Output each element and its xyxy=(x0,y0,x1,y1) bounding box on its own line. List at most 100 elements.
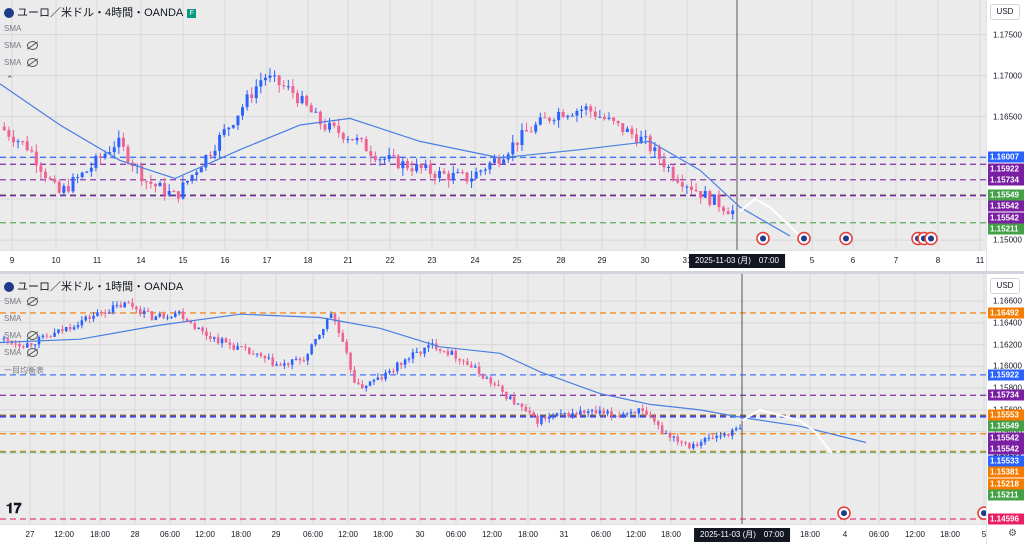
tradingview-logo[interactable]: 𝟏𝟕 xyxy=(6,500,22,516)
candle-body xyxy=(703,438,707,443)
chart-canvas-4h[interactable] xyxy=(0,0,986,250)
price-level-label: 1.15542 xyxy=(988,443,1024,455)
candle-body xyxy=(26,343,29,348)
settings-gear-icon[interactable]: ⚙ xyxy=(1008,528,1017,539)
candle-body xyxy=(621,123,625,132)
candle-body xyxy=(470,178,474,182)
candle-body xyxy=(212,337,216,339)
candle-body xyxy=(185,318,189,322)
time-axis-1h[interactable]: 27 12:00 18:00 28 06:00 12:00 18:00 29 06:00 12:0… xyxy=(0,524,986,545)
indicator-sma-3[interactable]: SMA xyxy=(4,331,39,341)
candle-body xyxy=(447,173,451,181)
symbol-legend[interactable]: ユーロ／米ドル・4時間・OANDA F xyxy=(4,4,197,20)
candle-body xyxy=(76,325,80,328)
time-tick-label: 21 xyxy=(343,256,353,265)
candle-body xyxy=(337,125,341,134)
candle-body xyxy=(208,155,212,157)
candle-body xyxy=(575,110,579,116)
candle-body xyxy=(275,364,278,366)
currency-button[interactable]: USD xyxy=(990,278,1020,294)
candle-body xyxy=(204,155,208,168)
price-level-label: 1.15542 xyxy=(988,200,1024,212)
candle-body xyxy=(373,155,377,161)
candle-body xyxy=(516,403,520,405)
candle-body xyxy=(731,210,735,215)
price-level-label: 1.16007 xyxy=(988,151,1024,163)
price-tick-label: 1.15000 xyxy=(993,235,1022,245)
candle-body xyxy=(177,311,181,314)
time-tick-label: 24 xyxy=(470,256,480,265)
candle-body xyxy=(388,371,391,373)
price-level-label: 1.15549 xyxy=(988,189,1024,201)
price-level-label: 1.15533 xyxy=(988,455,1024,467)
indicator-sma-2[interactable]: SMA xyxy=(4,41,39,51)
candle-body xyxy=(584,106,588,110)
time-tick-label: 11 xyxy=(92,256,102,265)
candle-body xyxy=(205,331,208,337)
candle-body xyxy=(625,413,629,415)
chart-pane-1h[interactable]: ユーロ／米ドル・1時間・OANDA SMA SMA SMA SMA 一目均衡表 … xyxy=(0,274,1024,545)
candle-body xyxy=(703,191,707,198)
plot-area-1h[interactable]: ユーロ／米ドル・1時間・OANDA SMA SMA SMA SMA 一目均衡表 … xyxy=(0,274,986,524)
chart-pane-4h[interactable]: ユーロ／米ドル・4時間・OANDA F SMA SMA SMA ⌃ USD 1.1… xyxy=(0,0,1024,272)
candle-body xyxy=(259,353,263,356)
currency-button[interactable]: USD xyxy=(990,4,1020,20)
hidden-eye-icon[interactable] xyxy=(27,348,39,358)
candle-body xyxy=(282,85,286,87)
indicator-sma-4[interactable]: SMA xyxy=(4,348,39,358)
candle-body xyxy=(639,136,643,144)
time-tick-label: 12:00 xyxy=(53,530,75,539)
time-axis-4h[interactable]: 9 10 11 14 15 16 17 18 21 22 23 24 25 28 29 30 31 5 6 7 8 11 … xyxy=(0,250,986,271)
candle-body xyxy=(454,350,458,359)
indicator-sma-3[interactable]: SMA xyxy=(4,58,39,68)
plot-area-4h[interactable]: ユーロ／米ドル・4時間・OANDA F SMA SMA SMA ⌃ xyxy=(0,0,986,250)
hidden-eye-icon[interactable] xyxy=(27,331,39,341)
price-level-label: 1.15553 xyxy=(988,409,1024,421)
hidden-eye-icon[interactable] xyxy=(27,41,39,51)
candle-body xyxy=(360,138,364,140)
candle-body xyxy=(286,86,290,88)
candle-body xyxy=(341,332,345,342)
candle-body xyxy=(515,142,519,146)
indicator-sma-1[interactable]: SMA xyxy=(4,24,21,33)
chart-canvas-1h[interactable] xyxy=(0,274,986,524)
candle-body xyxy=(245,94,249,108)
candle-body xyxy=(18,344,21,347)
candle-body xyxy=(403,359,407,365)
candle-body xyxy=(738,428,742,430)
price-axis-4h[interactable]: USD 1.175001.170001.165001.160001.155001… xyxy=(986,0,1024,272)
crosshair-time-label: 2025-11-03 (月) 07:00 xyxy=(689,254,785,268)
indicator-sma-2[interactable]: SMA xyxy=(4,314,21,323)
candle-body xyxy=(64,327,68,332)
candle-body xyxy=(419,164,423,169)
indicator-ichimoku[interactable]: 一目均衡表 xyxy=(4,365,44,376)
indicator-sma-1[interactable]: SMA xyxy=(4,297,39,307)
time-tick-label: 5 xyxy=(981,530,987,539)
candle-body xyxy=(167,191,171,196)
hidden-eye-icon[interactable] xyxy=(27,297,39,307)
candle-body xyxy=(415,351,419,353)
time-tick-label: 18 xyxy=(303,256,313,265)
candle-body xyxy=(103,153,107,158)
price-axis-1h[interactable]: USD 1.16600 1.16400 1.16200 1.16000 1.15800 1… xyxy=(986,274,1024,544)
collapse-chevron-icon[interactable]: ⌃ xyxy=(6,74,14,84)
candle-body xyxy=(322,329,325,335)
candle-body xyxy=(717,194,721,208)
candle-body xyxy=(671,166,675,179)
candle-body xyxy=(372,379,376,382)
pane-divider[interactable] xyxy=(0,271,1024,274)
time-tick-label: 8 xyxy=(935,256,941,265)
price-level-label: 1.15922 xyxy=(988,369,1024,381)
symbol-legend[interactable]: ユーロ／米ドル・1時間・OANDA xyxy=(4,278,183,294)
candle-body xyxy=(479,170,483,172)
candle-body xyxy=(11,136,15,143)
price-level-label: 1.15922 xyxy=(988,163,1024,175)
candle-body xyxy=(602,116,606,119)
candle-body xyxy=(84,316,88,321)
time-tick-label: 17 xyxy=(262,256,272,265)
candle-body xyxy=(350,139,354,141)
hidden-eye-icon[interactable] xyxy=(27,58,39,68)
candle-body xyxy=(332,122,336,126)
time-tick-label: 29 xyxy=(271,530,281,539)
candle-body xyxy=(222,129,226,136)
